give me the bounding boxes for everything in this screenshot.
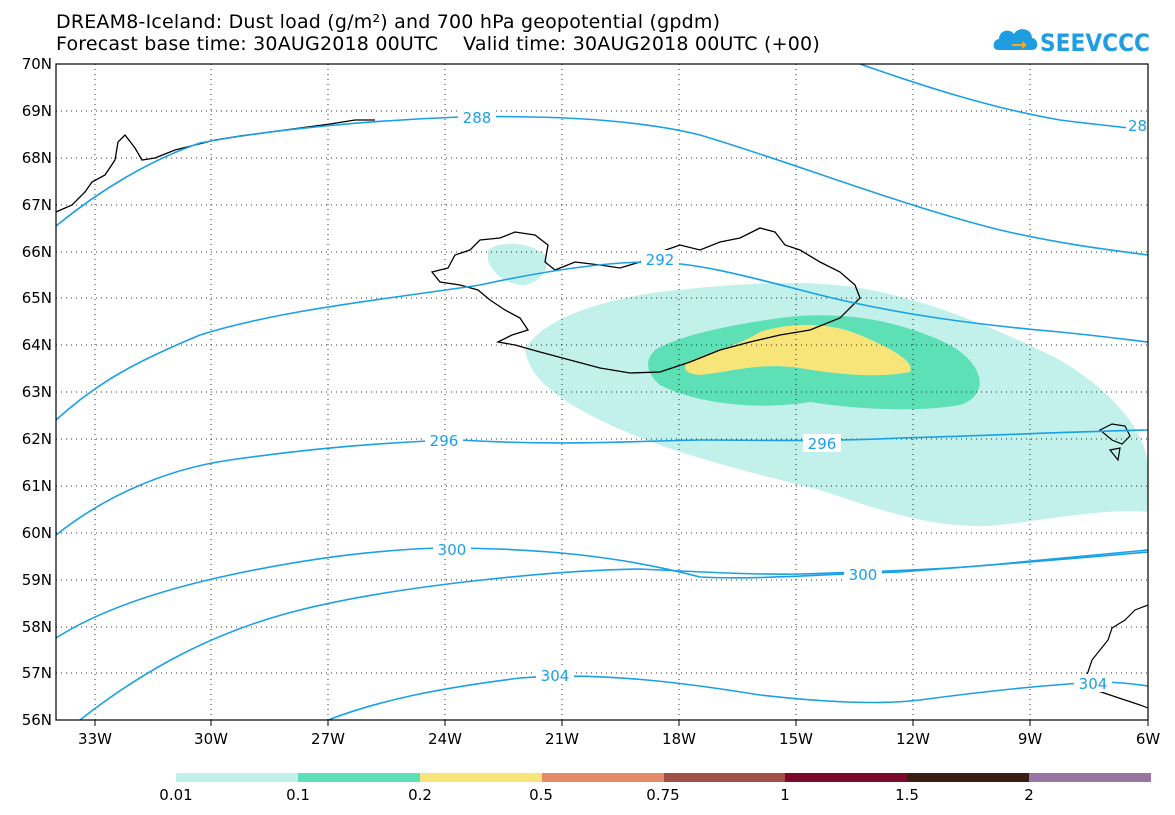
iceland-coastline — [430, 227, 861, 374]
legend-swatch — [907, 773, 1030, 782]
cloud-icon — [993, 29, 1038, 50]
lat-label: 64N — [22, 336, 52, 354]
legend-label: 0.01 — [159, 786, 193, 804]
contour-label-boxes — [425, 108, 1148, 692]
legend-swatch — [785, 773, 908, 782]
legend-swatch — [541, 773, 664, 782]
lon-label: 15W — [779, 730, 813, 748]
legend-label: 0.2 — [408, 786, 432, 804]
lat-label: 61N — [22, 477, 52, 495]
contour-label: 296 — [430, 432, 459, 450]
lon-label: 33W — [78, 730, 112, 748]
lon-label: 18W — [662, 730, 696, 748]
lon-label: 6W — [1136, 730, 1161, 748]
axis-ticks — [94, 720, 1149, 726]
lat-label: 57N — [22, 664, 52, 682]
legend-label: 0.75 — [646, 786, 680, 804]
lon-label: 27W — [311, 730, 345, 748]
lat-label: 58N — [22, 618, 52, 636]
legend-swatch — [297, 773, 420, 782]
lon-label: 24W — [428, 730, 462, 748]
lon-labels: 33W 30W 27W 24W 21W 18W 15W 12W 9W 6W — [78, 730, 1160, 748]
faroe-coastline — [1098, 423, 1131, 462]
lat-label: 56N — [22, 711, 52, 729]
logo-text: SEEVCCC — [1040, 29, 1150, 57]
legend-label: 1 — [780, 786, 790, 804]
map-frame — [55, 63, 1149, 721]
greenland-coastline — [56, 119, 375, 213]
lat-label: 63N — [22, 383, 52, 401]
contour-label: 304 — [541, 667, 570, 685]
scotland-coastline — [1081, 604, 1148, 709]
contour-label: 300 — [849, 566, 878, 584]
lat-label: 66N — [22, 243, 52, 261]
lat-label: 69N — [22, 102, 52, 120]
graticule — [56, 64, 1148, 720]
lon-label: 9W — [1018, 730, 1043, 748]
lon-label: 21W — [545, 730, 579, 748]
legend-label: 0.5 — [529, 786, 553, 804]
lat-label: 67N — [22, 196, 52, 214]
geopotential-contours — [56, 64, 1148, 720]
lat-label: 62N — [22, 430, 52, 448]
legend-swatch — [419, 773, 542, 782]
contour-label: 292 — [646, 251, 675, 269]
lat-label: 65N — [22, 289, 52, 307]
contour-label: 288 — [463, 109, 492, 127]
legend-label: 1.5 — [895, 786, 919, 804]
dust-field-0.01-west — [488, 243, 548, 286]
color-legend — [176, 773, 1151, 782]
seevccc-logo: SEEVCCC — [993, 29, 1150, 57]
lat-label: 70N — [22, 55, 52, 73]
contour-label: 300 — [438, 541, 467, 559]
legend-swatch — [663, 773, 786, 782]
legend-swatch — [176, 773, 298, 782]
lon-label: 30W — [194, 730, 228, 748]
map-subtitle: Forecast base time: 30AUG2018 00UTC Vali… — [56, 33, 820, 55]
lat-label: 68N — [22, 149, 52, 167]
lon-label: 12W — [896, 730, 930, 748]
dust-field-0.2 — [685, 324, 911, 376]
arrow-icon — [1012, 41, 1027, 49]
contour-label: 296 — [808, 435, 837, 453]
legend-swatch — [1029, 773, 1151, 782]
legend-label: 0.1 — [286, 786, 310, 804]
lat-label: 60N — [22, 524, 52, 542]
contour-label: 304 — [1079, 675, 1108, 693]
lat-labels: 70N 69N 68N 67N 66N 65N 64N 63N 62N 61N … — [22, 55, 52, 729]
contour-label: 28 — [1128, 117, 1147, 135]
lat-label: 59N — [22, 571, 52, 589]
map-title: DREAM8-Iceland: Dust load (g/m²) and 700… — [56, 11, 721, 33]
legend-label: 2 — [1024, 786, 1034, 804]
contour-labels: 288 28 292 296 296 300 300 304 304 — [430, 109, 1147, 693]
